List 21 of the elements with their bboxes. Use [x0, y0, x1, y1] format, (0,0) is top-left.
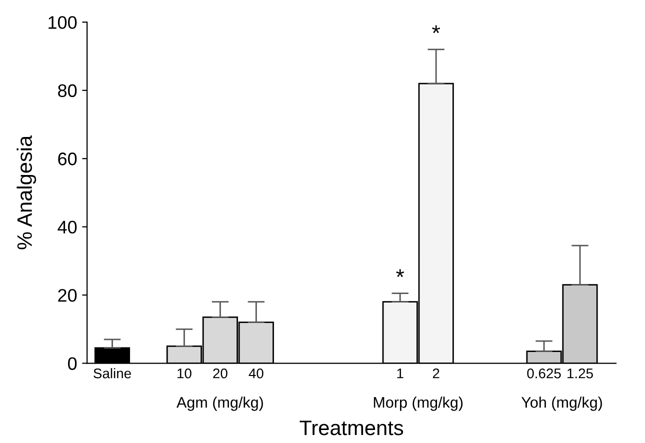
x-tick-label: 20 [213, 368, 228, 378]
x-tick-label: 1.25 [568, 368, 593, 378]
y-axis-title: % Analgesia [16, 135, 36, 250]
y-tick-label: 40 [58, 220, 77, 234]
y-tick-label: 100 [48, 16, 77, 29]
text: Morp (mg/kg) [374, 396, 463, 411]
x-tick-label: 1 [397, 368, 404, 378]
text: Agm (mg/kg) [176, 396, 263, 411]
annotation: * [396, 269, 404, 278]
text: Yoh (mg/kg) [521, 396, 602, 411]
x-tick-label: 40 [248, 368, 264, 378]
y-tick-label: 0 [68, 357, 77, 370]
annotation: * [432, 25, 440, 34]
x-tick-label: 2 [432, 368, 440, 378]
y-tick-label: 80 [58, 84, 77, 98]
x-tick-label: 0.625 [527, 368, 561, 378]
y-tick-label: 20 [58, 288, 77, 302]
y-tick-label: 60 [58, 152, 77, 166]
x-axis-title: Treatments [300, 420, 404, 436]
x-tick-label: Saline [94, 368, 131, 378]
x-tick-label: 10 [178, 368, 192, 378]
